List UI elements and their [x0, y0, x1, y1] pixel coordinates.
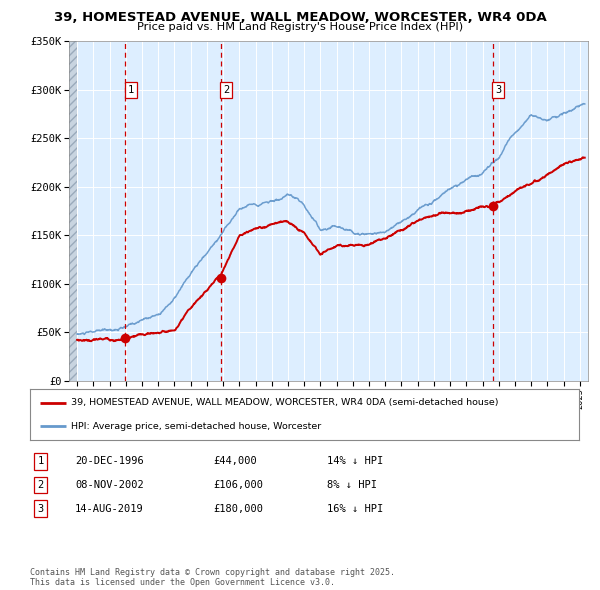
Text: 14-AUG-2019: 14-AUG-2019 [75, 504, 144, 513]
Text: £44,000: £44,000 [213, 457, 257, 466]
Text: 20-DEC-1996: 20-DEC-1996 [75, 457, 144, 466]
Text: 8% ↓ HPI: 8% ↓ HPI [327, 480, 377, 490]
Text: 14% ↓ HPI: 14% ↓ HPI [327, 457, 383, 466]
Text: 3: 3 [495, 85, 502, 95]
Text: 3: 3 [38, 504, 44, 513]
Text: Contains HM Land Registry data © Crown copyright and database right 2025.
This d: Contains HM Land Registry data © Crown c… [30, 568, 395, 587]
Text: 1: 1 [128, 85, 134, 95]
Text: 2: 2 [223, 85, 229, 95]
Text: 39, HOMESTEAD AVENUE, WALL MEADOW, WORCESTER, WR4 0DA: 39, HOMESTEAD AVENUE, WALL MEADOW, WORCE… [53, 11, 547, 24]
Text: 2: 2 [38, 480, 44, 490]
Text: £180,000: £180,000 [213, 504, 263, 513]
Bar [69, 41, 77, 381]
Text: HPI: Average price, semi-detached house, Worcester: HPI: Average price, semi-detached house,… [71, 421, 322, 431]
Text: 16% ↓ HPI: 16% ↓ HPI [327, 504, 383, 513]
Text: 39, HOMESTEAD AVENUE, WALL MEADOW, WORCESTER, WR4 0DA (semi-detached house): 39, HOMESTEAD AVENUE, WALL MEADOW, WORCE… [71, 398, 499, 408]
Text: £106,000: £106,000 [213, 480, 263, 490]
Text: 1: 1 [38, 457, 44, 466]
Text: Price paid vs. HM Land Registry's House Price Index (HPI): Price paid vs. HM Land Registry's House … [137, 22, 463, 32]
Text: 08-NOV-2002: 08-NOV-2002 [75, 480, 144, 490]
